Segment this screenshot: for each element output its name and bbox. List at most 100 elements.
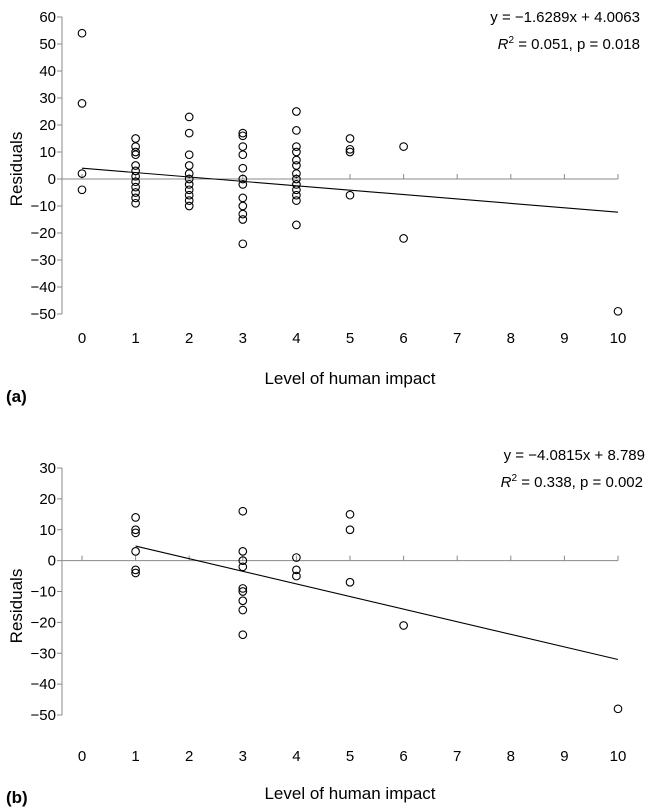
data-point [345,577,355,587]
data-point [184,201,194,211]
x-tick-label: 3 [239,748,247,765]
data-point [238,193,248,203]
data-point [131,568,140,578]
data-point [292,142,301,151]
panel-b: Residuals Level of human impact (b) y = … [6,447,645,807]
x-tick-label: 1 [131,330,139,347]
data-point [238,584,248,593]
data-point [77,28,87,38]
data-point [184,150,194,160]
plot-marks [77,28,623,316]
data-point [131,193,140,203]
x-tick-label: 5 [346,330,354,347]
y-tick-label: 0 [48,553,56,570]
data-point [238,630,248,640]
data-point [131,182,140,192]
regression-stats: R2 = 0.051, p = 0.018 [498,35,640,53]
x-tick-label: 5 [346,748,354,765]
axes: 60 50 40 30 20 10 0 −10 −20 −30 −40 −50 0 1 2 3 4 5 6 7 8 9 10 [31,9,627,347]
y-axis-label: Residuals [7,132,26,207]
axes: 30 20 10 0 −10 −20 −30 −40 −50 0 1 2 3 4 5 6 7 8 9 10 [31,460,627,765]
y-tick-label: 10 [39,144,56,161]
data-point [345,509,355,519]
y-tick-label: −10 [31,198,56,215]
data-point [292,553,301,562]
data-point [131,161,140,170]
r-symbol: R [498,36,509,53]
data-point [131,177,140,187]
x-tick-label: 3 [239,330,247,347]
data-point [184,196,194,205]
data-point [238,128,248,138]
x-tick-label: 6 [399,748,407,765]
r-superscript: 2 [511,473,517,484]
regression-equation: y = −4.0815x + 8.789 [504,447,645,464]
y-tick-label: −50 [31,707,56,724]
data-point [131,147,140,157]
r-stats-values: = 0.338, p = 0.002 [517,474,643,491]
y-tick-label: 20 [39,491,56,508]
data-point [184,128,194,138]
y-tick-label: −40 [31,279,56,296]
data-point [292,185,301,195]
data-point [131,525,140,535]
y-tick-label: 20 [39,117,56,134]
y-tick-label: 30 [39,460,56,477]
data-point [238,215,248,224]
data-point [238,209,248,219]
data-point [238,131,248,141]
data-point [184,174,194,184]
data-point [292,107,301,116]
x-tick-label: 9 [560,330,568,347]
data-point [292,169,301,178]
data-point [131,150,140,160]
data-point [131,166,140,176]
data-point [184,190,194,200]
data-point [399,142,408,151]
y-tick-label: −20 [31,614,56,631]
y-tick-label: −30 [31,252,56,269]
data-point [238,596,248,606]
y-tick-label: −50 [31,306,56,323]
data-point [184,169,194,178]
data-point [238,605,248,615]
x-tick-label: 6 [399,330,407,347]
y-tick-label: −30 [31,645,56,662]
data-point [238,180,248,189]
y-tick-label: −20 [31,225,56,242]
r-stats-values: = 0.051, p = 0.018 [514,36,640,53]
x-tick-label: 7 [453,748,461,765]
y-tick-label: 0 [48,171,56,188]
data-point [292,126,301,135]
plot-marks [131,506,623,714]
data-point [238,174,248,184]
y-tick-label: 60 [39,9,56,26]
y-tick-label: −40 [31,676,56,693]
data-point [345,190,355,200]
data-point [345,525,355,535]
y-axis-label: Residuals [7,569,26,644]
regression-equation: y = −1.6289x + 4.0063 [490,9,640,26]
data-point [238,506,248,516]
x-tick-label: 4 [292,748,300,765]
y-tick-label: 40 [39,63,56,80]
x-tick-label: 2 [185,748,193,765]
data-point [292,565,301,575]
data-point [292,190,301,200]
x-tick-label: 10 [610,330,627,347]
y-tick-label: −10 [31,584,56,601]
r-superscript: 2 [508,35,514,46]
data-point [184,112,194,122]
regression-line [135,545,619,661]
x-tick-label: 2 [185,330,193,347]
r-symbol: R [501,474,512,491]
data-point [399,234,408,243]
data-point [238,562,248,572]
data-point [238,163,248,173]
data-point [238,587,248,596]
data-point [131,188,140,197]
data-point [77,99,87,108]
x-tick-label: 1 [131,748,139,765]
data-point [399,621,408,630]
